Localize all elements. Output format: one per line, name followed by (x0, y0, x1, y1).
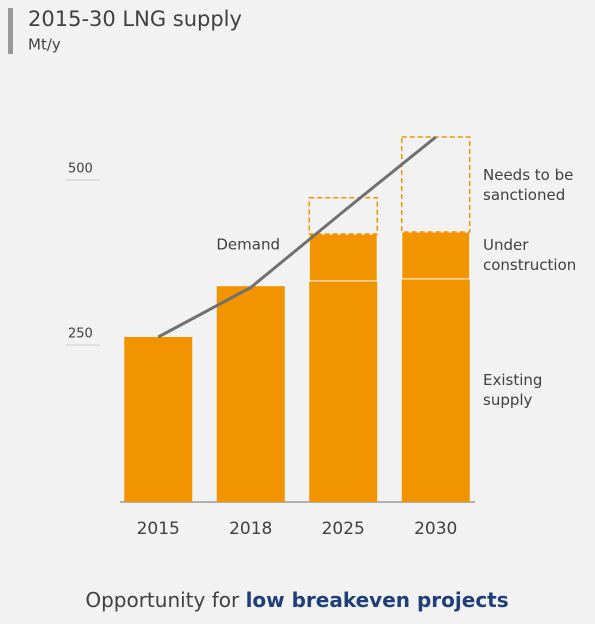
footer-highlight: low breakeven projects (246, 588, 509, 612)
bar-segment (308, 233, 378, 282)
line-label: Demand (216, 236, 280, 254)
title-accent (8, 8, 13, 54)
chart-subtitle: Mt/y (28, 36, 61, 54)
bar-segment (401, 231, 471, 280)
bar-segment (124, 337, 193, 502)
bar-segment (309, 280, 378, 502)
bar-segment (216, 286, 285, 502)
x-tick-label: 2015 (137, 519, 180, 539)
legend-label: Existing supply (483, 371, 543, 410)
y-tick-label: 250 (68, 327, 93, 342)
bar-segment (401, 136, 471, 233)
legend-label: Needs to be sanctioned (483, 165, 574, 204)
footer-text: Opportunity for (85, 588, 245, 612)
bar-segment (308, 196, 378, 235)
x-tick-label: 2018 (229, 519, 272, 539)
x-tick-label: 2025 (322, 519, 365, 539)
legend-label: Under construction (483, 236, 577, 275)
x-tick-label: 2030 (414, 519, 457, 539)
y-tick-label: 500 (68, 162, 93, 177)
demand-line (157, 135, 437, 339)
bar-segment (401, 278, 470, 502)
footer: Opportunity for low breakeven projects (85, 588, 508, 612)
chart-title: 2015-30 LNG supply (28, 7, 242, 31)
